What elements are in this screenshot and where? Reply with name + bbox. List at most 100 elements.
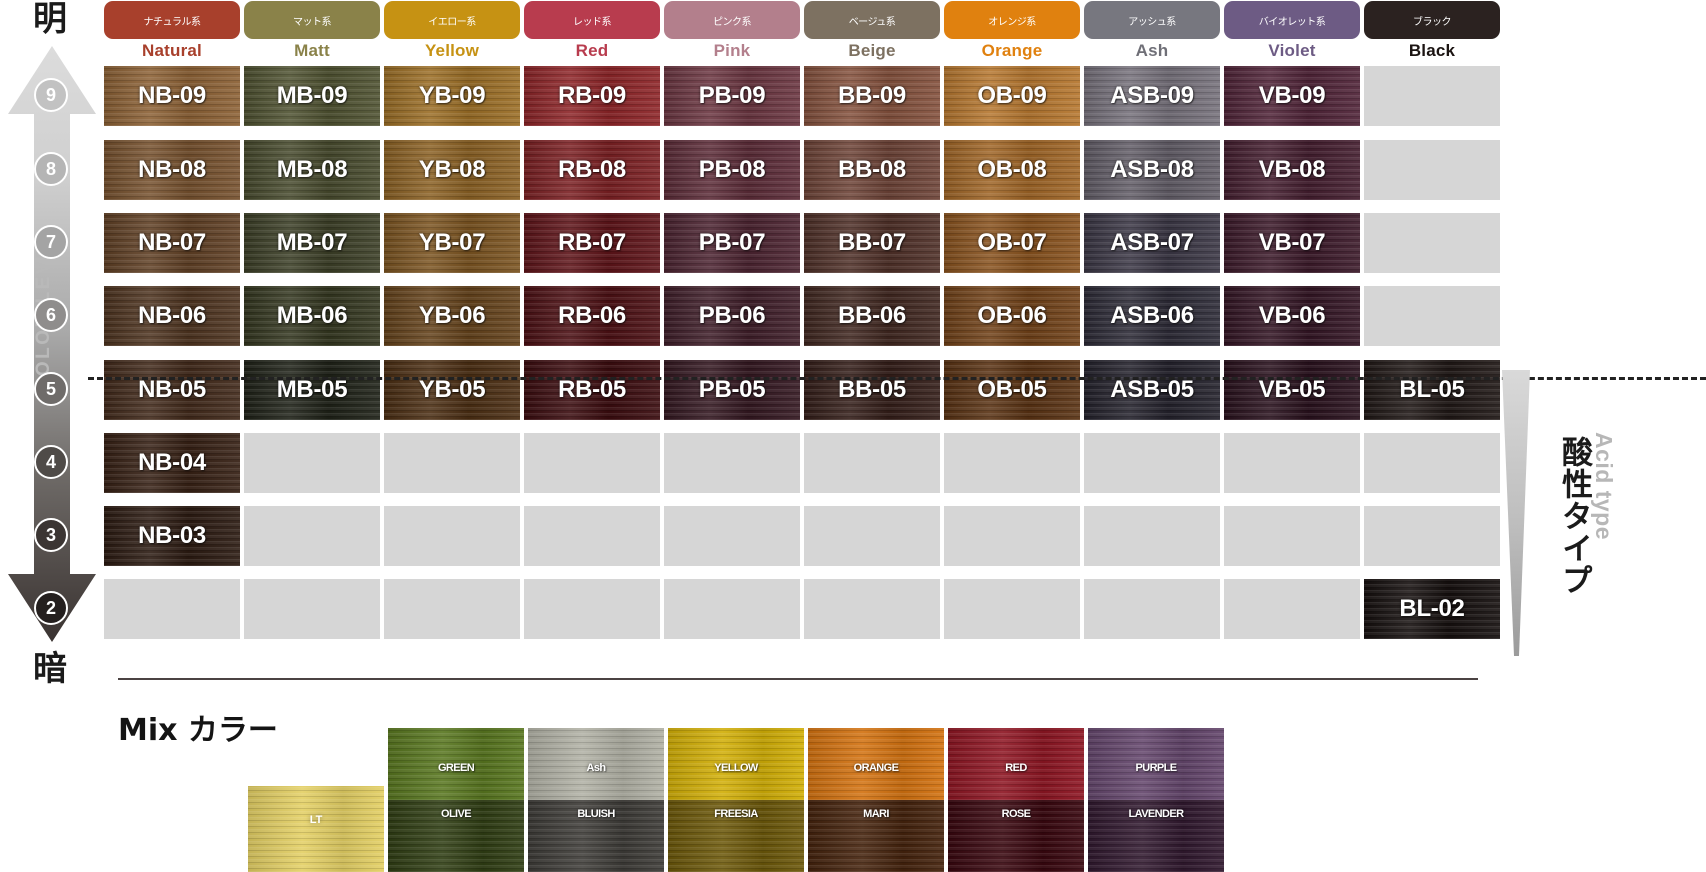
color-swatch-OB-07[interactable]: OB-07 xyxy=(944,213,1080,273)
column-header-jp-natural[interactable]: ナチュラル系 xyxy=(104,1,240,39)
color-swatch-ASB-07[interactable]: ASB-07 xyxy=(1084,213,1220,273)
color-swatch-BB-09[interactable]: BB-09 xyxy=(804,66,940,126)
color-swatch-empty-r4-c5 xyxy=(664,433,800,493)
color-swatch-YB-08[interactable]: YB-08 xyxy=(384,140,520,200)
column-header-jp-pink[interactable]: ピンク系 xyxy=(664,1,800,39)
color-swatch-MB-06[interactable]: MB-06 xyxy=(244,286,380,346)
color-code-label: RB-05 xyxy=(558,376,626,403)
mix-swatch-lt[interactable]: LT xyxy=(248,786,384,872)
color-swatch-YB-07[interactable]: YB-07 xyxy=(384,213,520,273)
color-swatch-NB-04[interactable]: NB-04 xyxy=(104,433,240,493)
color-swatch-VB-07[interactable]: VB-07 xyxy=(1224,213,1360,273)
color-swatch-PB-08[interactable]: PB-08 xyxy=(664,140,800,200)
color-swatch-MB-07[interactable]: MB-07 xyxy=(244,213,380,273)
color-swatch-empty-r4-c8 xyxy=(1084,433,1220,493)
color-code-label: YB-07 xyxy=(418,229,486,256)
color-swatch-ASB-08[interactable]: ASB-08 xyxy=(1084,140,1220,200)
color-code-label: PB-07 xyxy=(698,229,766,256)
color-swatch-VB-05[interactable]: VB-05 xyxy=(1224,360,1360,420)
color-code-label: RB-07 xyxy=(558,229,626,256)
color-code-label: BB-07 xyxy=(838,229,906,256)
color-swatch-VB-06[interactable]: VB-06 xyxy=(1224,286,1360,346)
mix-swatch-label-line1: ORANGE xyxy=(853,762,899,774)
mix-swatch-bottom-half xyxy=(1088,800,1224,872)
color-swatch-NB-05[interactable]: NB-05 xyxy=(104,360,240,420)
color-code-label: NB-06 xyxy=(138,302,206,329)
color-code-label: YB-08 xyxy=(418,156,486,183)
color-swatch-VB-08[interactable]: VB-08 xyxy=(1224,140,1360,200)
color-level-axis: 明 暗 COLOR LEVEL 9 8 7 6 5 4 xyxy=(0,0,100,700)
color-code-label: VB-05 xyxy=(1258,376,1326,403)
column-header-jp-beige[interactable]: ベージュ系 xyxy=(804,1,940,39)
mix-swatch-yellow-freesia[interactable]: YELLOW FREESIA xyxy=(668,728,804,872)
color-swatch-BB-08[interactable]: BB-08 xyxy=(804,140,940,200)
color-swatch-BB-05[interactable]: BB-05 xyxy=(804,360,940,420)
color-swatch-OB-06[interactable]: OB-06 xyxy=(944,286,1080,346)
color-swatch-OB-08[interactable]: OB-08 xyxy=(944,140,1080,200)
column-header-en-orange: Orange xyxy=(981,41,1043,60)
axis-dark-label: 暗 xyxy=(33,649,67,689)
color-swatch-RB-06[interactable]: RB-06 xyxy=(524,286,660,346)
mix-swatch-purple-lavender[interactable]: PURPLE LAVENDER xyxy=(1088,728,1224,872)
color-code-label: MB-09 xyxy=(276,82,348,109)
mix-swatch-label-line1: YELLOW xyxy=(714,762,758,774)
color-code-label: YB-06 xyxy=(418,302,486,329)
color-swatch-NB-09[interactable]: NB-09 xyxy=(104,66,240,126)
color-swatch-MB-08[interactable]: MB-08 xyxy=(244,140,380,200)
color-swatch-VB-09[interactable]: VB-09 xyxy=(1224,66,1360,126)
level-circle-8: 8 xyxy=(34,152,68,186)
color-swatch-RB-05[interactable]: RB-05 xyxy=(524,360,660,420)
column-header-en-ash: Ash xyxy=(1135,41,1169,60)
color-swatch-MB-09[interactable]: MB-09 xyxy=(244,66,380,126)
color-swatch-empty-r9-c10 xyxy=(1364,66,1500,126)
color-swatch-YB-09[interactable]: YB-09 xyxy=(384,66,520,126)
color-swatch-BB-07[interactable]: BB-07 xyxy=(804,213,940,273)
color-swatch-OB-09[interactable]: OB-09 xyxy=(944,66,1080,126)
color-swatch-PB-07[interactable]: PB-07 xyxy=(664,213,800,273)
color-swatch-BL-02[interactable]: BL-02 xyxy=(1364,579,1500,639)
color-swatch-NB-07[interactable]: NB-07 xyxy=(104,213,240,273)
color-swatch-NB-03[interactable]: NB-03 xyxy=(104,506,240,566)
column-header-jp-ash[interactable]: アッシュ系 xyxy=(1084,1,1220,39)
acid-wedge-shape xyxy=(1502,370,1530,656)
color-swatch-RB-07[interactable]: RB-07 xyxy=(524,213,660,273)
color-swatch-RB-09[interactable]: RB-09 xyxy=(524,66,660,126)
column-header-jp-violet[interactable]: バイオレット系 xyxy=(1224,1,1360,39)
mix-swatch-red-rose[interactable]: RED ROSE xyxy=(948,728,1084,872)
color-swatch-empty-r4-c2 xyxy=(244,433,380,493)
mix-swatch-ash-bluish[interactable]: Ash BLUISH xyxy=(528,728,664,872)
column-header-jp-matt[interactable]: マット系 xyxy=(244,1,380,39)
column-header-jp-black[interactable]: ブラック xyxy=(1364,1,1500,39)
color-swatch-NB-06[interactable]: NB-06 xyxy=(104,286,240,346)
color-swatch-ASB-09[interactable]: ASB-09 xyxy=(1084,66,1220,126)
color-swatch-YB-06[interactable]: YB-06 xyxy=(384,286,520,346)
color-swatch-ASB-05[interactable]: ASB-05 xyxy=(1084,360,1220,420)
color-swatch-PB-06[interactable]: PB-06 xyxy=(664,286,800,346)
mix-swatch-bottom-half xyxy=(388,800,524,872)
color-swatch-PB-09[interactable]: PB-09 xyxy=(664,66,800,126)
color-code-label: RB-06 xyxy=(558,302,626,329)
color-swatch-PB-05[interactable]: PB-05 xyxy=(664,360,800,420)
color-family-column-pink: ピンク系 Pink xyxy=(664,0,800,63)
mix-swatch-orange-mari[interactable]: ORANGE MARI xyxy=(808,728,944,872)
mix-swatch-green-olive[interactable]: GREEN OLIVE xyxy=(388,728,524,872)
mix-swatch-label-line1: GREEN xyxy=(437,762,475,774)
color-swatch-BB-06[interactable]: BB-06 xyxy=(804,286,940,346)
color-swatch-OB-05[interactable]: OB-05 xyxy=(944,360,1080,420)
column-header-jp-yellow[interactable]: イエロー系 xyxy=(384,1,520,39)
color-swatch-BL-05[interactable]: BL-05 xyxy=(1364,360,1500,420)
color-swatch-MB-05[interactable]: MB-05 xyxy=(244,360,380,420)
color-code-label: BB-08 xyxy=(838,156,906,183)
color-swatch-RB-08[interactable]: RB-08 xyxy=(524,140,660,200)
color-code-label: MB-08 xyxy=(276,156,348,183)
mix-swatch-top-half xyxy=(388,728,524,800)
column-header-jp-orange[interactable]: オレンジ系 xyxy=(944,1,1080,39)
mix-swatch-label-line1: Ash xyxy=(586,762,607,774)
color-swatch-YB-05[interactable]: YB-05 xyxy=(384,360,520,420)
color-swatch-ASB-06[interactable]: ASB-06 xyxy=(1084,286,1220,346)
color-code-label: MB-05 xyxy=(276,376,348,403)
color-swatch-NB-08[interactable]: NB-08 xyxy=(104,140,240,200)
color-family-column-violet: バイオレット系 Violet xyxy=(1224,0,1360,63)
hair-texture-overlay xyxy=(248,786,384,872)
column-header-jp-red[interactable]: レッド系 xyxy=(524,1,660,39)
